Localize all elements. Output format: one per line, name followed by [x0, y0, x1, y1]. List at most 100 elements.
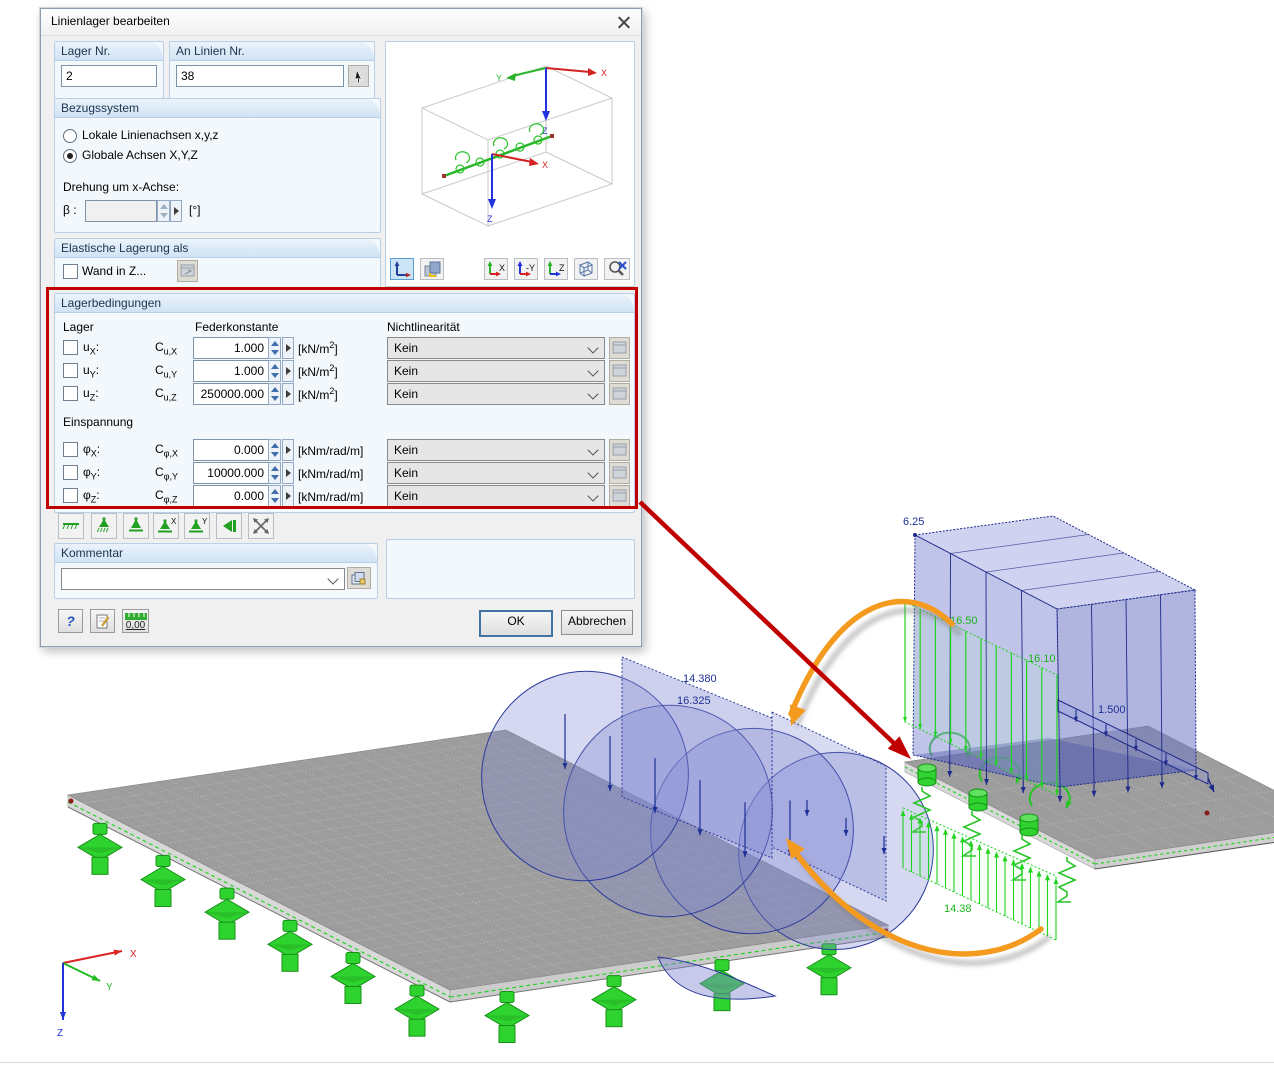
uy-nonlinearity-edit-button[interactable]	[609, 360, 630, 382]
group-elastische-lagerung: Elastische Lagerung als Wand in Z...	[54, 238, 381, 288]
support-type-x-button[interactable]: X	[153, 513, 179, 539]
uz-checkbox[interactable]	[63, 386, 78, 401]
main-slab-mesh	[83, 732, 873, 988]
col-federkonstante: Federkonstante	[195, 320, 279, 334]
group-elastische-title: Elastische Lagerung als	[55, 239, 380, 258]
phix-checkbox[interactable]	[63, 442, 78, 457]
cuy-expand-button[interactable]	[282, 360, 294, 382]
radio-local-axes[interactable]	[63, 129, 77, 143]
line-support-icon	[62, 523, 79, 530]
cphiz-expand-button[interactable]	[282, 485, 294, 507]
cuz-input[interactable]: 250000.000	[193, 383, 269, 405]
beta-unit: [°]	[189, 203, 201, 217]
support-type-hinged-button[interactable]	[123, 513, 149, 539]
preview-view-z-button[interactable]: Z	[544, 258, 568, 280]
ux-nonlinearity-edit-button[interactable]	[609, 337, 630, 359]
preview-isometric-button[interactable]	[574, 258, 598, 280]
svg-text:-Y: -Y	[526, 263, 535, 273]
cphiy-expand-button[interactable]	[282, 462, 294, 484]
radio-global-axes[interactable]	[63, 149, 77, 163]
notes-icon	[96, 614, 109, 629]
ux-checkbox[interactable]	[63, 340, 78, 355]
cphix-expand-button[interactable]	[282, 439, 294, 461]
phix-nonlinearity-edit-button[interactable]	[609, 439, 630, 461]
notes-button[interactable]	[90, 609, 115, 633]
svg-text:X: X	[542, 160, 548, 170]
col-nichtlinearitaet: Nichtlinearität	[387, 320, 460, 334]
cphiy-spinner[interactable]	[268, 462, 281, 484]
preview-axes-toggle[interactable]	[390, 258, 414, 280]
window-bottom-edge	[0, 1062, 1274, 1063]
free-support-icon	[253, 518, 269, 534]
beta-input[interactable]	[85, 200, 157, 222]
row-uy: uY: Cu,Y 1.000 [kN/m2] Kein	[55, 360, 634, 382]
preview-view-x-button[interactable]: X	[484, 258, 508, 280]
kommentar-combobox[interactable]	[61, 568, 345, 590]
svg-text:Z: Z	[487, 214, 493, 224]
cux-spinner[interactable]	[268, 337, 281, 359]
beta-expand-button[interactable]	[170, 200, 182, 222]
units-button[interactable]: 0,00	[122, 609, 149, 633]
phiz-checkbox[interactable]	[63, 488, 78, 503]
uy-nonlinearity-select[interactable]: Kein	[387, 360, 605, 382]
line-support-glyph	[806, 943, 852, 996]
group-kommentar: Kommentar	[54, 543, 378, 599]
support-type-hinged-soil-button[interactable]	[91, 513, 117, 539]
phiy-nonlinearity-select[interactable]: Kein	[387, 462, 605, 484]
dialog-titlebar[interactable]: Linienlager bearbeiten	[41, 9, 641, 36]
info-panel	[386, 539, 635, 599]
pick-lines-button[interactable]	[348, 65, 369, 87]
kommentar-copy-button[interactable]	[347, 567, 371, 589]
ux-nonlinearity-select[interactable]: Kein	[387, 337, 605, 359]
cphiz-input[interactable]: 0.000	[193, 485, 269, 507]
radio-local-axes-label: Lokale Linienachsen x,y,z	[82, 128, 219, 142]
wall-settings-button[interactable]	[177, 260, 198, 282]
ok-button[interactable]: OK	[479, 610, 553, 637]
line-support-glyph	[484, 991, 530, 1044]
line-support-glyph	[267, 919, 313, 972]
phix-nonlinearity-select[interactable]: Kein	[387, 439, 605, 461]
svg-text:16.10: 16.10	[1028, 653, 1056, 665]
help-button[interactable]: ?	[58, 609, 83, 633]
highlight-frame-lagerbedingungen	[46, 287, 638, 509]
cuz-spinner[interactable]	[268, 383, 281, 405]
cphix-spinner[interactable]	[268, 439, 281, 461]
an-linien-field[interactable]: 38	[176, 65, 344, 87]
preview-planes-button[interactable]	[420, 258, 444, 280]
wall-load-band: 16.50 16.10	[903, 601, 1059, 796]
group-kommentar-title: Kommentar	[55, 544, 377, 563]
copy-comments-icon	[351, 572, 366, 585]
support-type-free-button[interactable]	[248, 513, 274, 539]
row-phiy: φY: Cφ,Y 10000.000 [kNm/rad/m] Kein	[55, 462, 634, 484]
cphiy-input[interactable]: 10000.000	[193, 462, 269, 484]
row-uz: uZ: Cu,Z 250000.000 [kN/m2] Kein	[55, 383, 634, 405]
uz-nonlinearity-select[interactable]: Kein	[387, 383, 605, 405]
cancel-button[interactable]: Abbrechen	[561, 610, 633, 635]
support-type-y-button[interactable]: Y	[184, 513, 210, 539]
beta-spinner[interactable]	[157, 200, 170, 222]
preview-zoom-cancel-button[interactable]	[604, 258, 630, 280]
svg-text:X: X	[499, 263, 505, 273]
units-button-label: 0,00	[125, 620, 146, 631]
cuz-expand-button[interactable]	[282, 383, 294, 405]
cuy-spinner[interactable]	[268, 360, 281, 382]
svg-text:14.380: 14.380	[683, 673, 717, 685]
cux-expand-button[interactable]	[282, 337, 294, 359]
uy-checkbox[interactable]	[63, 363, 78, 378]
phiy-nonlinearity-edit-button[interactable]	[609, 462, 630, 484]
support-type-line-hatch-button[interactable]	[58, 513, 84, 539]
group-an-linien-title: An Linien Nr.	[170, 42, 374, 61]
uz-nonlinearity-edit-button[interactable]	[609, 383, 630, 405]
row-ux: uX: Cu,X 1.000 [kN/m2] Kein	[55, 337, 634, 359]
svg-text:Y: Y	[106, 982, 113, 993]
close-icon[interactable]	[616, 14, 632, 30]
preview-view-minus-y-button[interactable]: -Y	[514, 258, 538, 280]
einspannung-label: Einspannung	[63, 415, 134, 429]
lager-nr-field[interactable]: 2	[61, 65, 157, 87]
line-support-glyph	[330, 951, 376, 1004]
cphix-input[interactable]: 0.000	[193, 439, 269, 461]
support-type-roller-button[interactable]	[216, 513, 242, 539]
svg-text:16.50: 16.50	[950, 615, 978, 627]
wand-in-z-checkbox[interactable]	[63, 264, 78, 279]
phiy-checkbox[interactable]	[63, 465, 78, 480]
